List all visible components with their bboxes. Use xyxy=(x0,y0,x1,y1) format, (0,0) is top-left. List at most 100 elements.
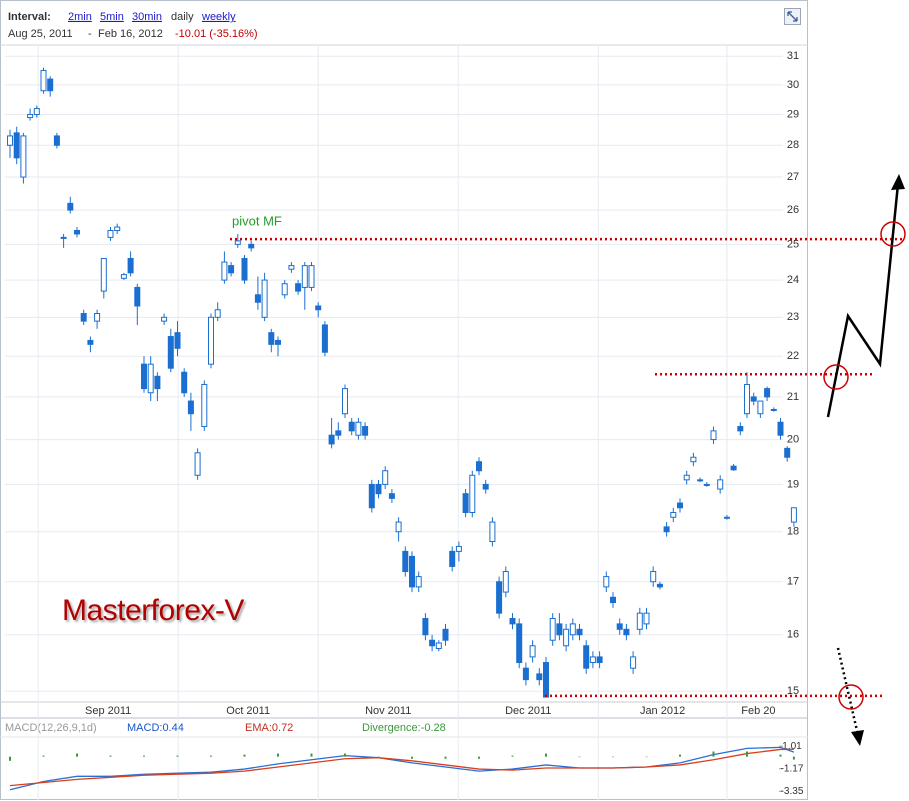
candle-body xyxy=(395,521,402,533)
histogram-bar xyxy=(746,751,748,757)
candle-body xyxy=(784,447,791,458)
candle-body xyxy=(589,656,596,664)
legend-entry: Divergence:-0.28 xyxy=(362,722,446,734)
candle-body xyxy=(147,363,154,394)
y-tick-label: 30 xyxy=(787,79,799,91)
interval-link[interactable]: 2min xyxy=(68,11,92,23)
candle-body xyxy=(549,618,556,641)
y-tick-label: 28 xyxy=(787,139,799,151)
candle-body xyxy=(623,628,630,636)
y-tick-label: 23 xyxy=(787,311,799,323)
candle-body xyxy=(710,430,717,441)
histogram-bar xyxy=(9,756,11,761)
candle-body xyxy=(161,316,168,322)
candle-body xyxy=(630,656,637,669)
candle-body xyxy=(228,265,235,274)
candle-body xyxy=(482,483,489,490)
x-tick-label: Feb 20 xyxy=(741,705,775,717)
plot-layer: Sep 2011 Oct 2011 Nov 2011 Dec 2011 Jan 2012… xyxy=(5,45,905,800)
candle-body xyxy=(214,309,221,318)
interval-label: Interval: xyxy=(8,11,51,23)
candle-body xyxy=(770,408,777,411)
candle-body xyxy=(221,261,228,281)
candle-body xyxy=(241,257,248,281)
annotation: pivot MF xyxy=(232,213,282,228)
y-tick-label: 17 xyxy=(787,576,799,588)
candle-body xyxy=(281,283,288,296)
candle-body xyxy=(449,550,456,567)
histogram-bar xyxy=(76,753,78,757)
candle-body xyxy=(201,383,208,428)
candle-body xyxy=(261,279,268,318)
candle-body xyxy=(13,132,20,159)
candle-body xyxy=(529,645,536,658)
interval-link[interactable]: weekly xyxy=(201,11,236,23)
candle-body xyxy=(355,421,362,436)
expand-icon[interactable] xyxy=(784,8,801,25)
histogram-bar xyxy=(243,754,246,757)
candle-body xyxy=(208,316,214,365)
candle-body xyxy=(563,628,570,647)
candle-body xyxy=(569,623,576,636)
candle-body xyxy=(174,332,181,349)
candle-body xyxy=(576,628,583,636)
histogram-bar xyxy=(210,755,212,757)
histogram-bar xyxy=(679,754,681,757)
candle-body xyxy=(409,555,415,588)
candle-body xyxy=(489,521,496,543)
candle-body xyxy=(348,421,355,432)
hand-drawing xyxy=(823,174,906,746)
candle-body xyxy=(496,581,503,614)
x-tick-label: Jan 2012 xyxy=(640,705,685,717)
date-separator: - xyxy=(88,28,92,40)
candle-body xyxy=(744,383,750,415)
histogram-bar xyxy=(277,753,279,757)
histogram-bar xyxy=(612,756,614,758)
y-tick-label: 15 xyxy=(787,685,799,697)
candle-body xyxy=(677,502,683,509)
candle-body xyxy=(476,461,482,472)
macd-line xyxy=(9,746,795,791)
histogram-bar xyxy=(143,755,145,757)
candle-body xyxy=(127,257,134,274)
candle-body xyxy=(234,240,241,245)
candle-body xyxy=(502,570,509,593)
y-tick-label: 31 xyxy=(787,50,799,62)
macd-title: MACD(12,26,9,1d) xyxy=(5,722,97,734)
candle-body xyxy=(636,612,643,630)
watermark: Masterforex-V xyxy=(62,594,244,627)
candle-body xyxy=(20,135,27,178)
interval-link[interactable]: 5min xyxy=(100,11,124,23)
candle-body xyxy=(141,363,147,390)
y-tick-label: 20 xyxy=(787,433,799,445)
candle-body xyxy=(388,493,395,499)
candle-body xyxy=(288,265,295,270)
candle-body xyxy=(435,642,442,650)
candle-body xyxy=(730,465,737,471)
candle-body xyxy=(543,662,549,698)
candle-body xyxy=(462,493,469,514)
histogram-bar xyxy=(779,754,782,757)
interval-link[interactable]: 30min xyxy=(132,11,162,23)
y-tick-label: 24 xyxy=(787,274,799,286)
candle-body xyxy=(94,313,101,322)
candle-body xyxy=(154,375,161,390)
histogram-bar xyxy=(712,751,715,757)
candle-body xyxy=(254,294,261,303)
candle-body xyxy=(268,332,275,345)
candle-body xyxy=(80,313,87,322)
candle-body xyxy=(27,114,34,119)
candle-body xyxy=(107,229,114,238)
histogram-bar xyxy=(377,756,380,758)
candle-body xyxy=(47,78,54,92)
candle-body xyxy=(114,226,121,231)
y-tick-label: 19 xyxy=(787,478,799,490)
candle-body xyxy=(516,623,523,664)
candle-body xyxy=(717,479,724,490)
histogram-bar xyxy=(310,753,313,757)
y-tick-label: 18 xyxy=(787,526,799,538)
candle-body xyxy=(402,550,409,572)
y-tick-label: 21 xyxy=(787,391,799,403)
candle-body xyxy=(690,456,697,463)
